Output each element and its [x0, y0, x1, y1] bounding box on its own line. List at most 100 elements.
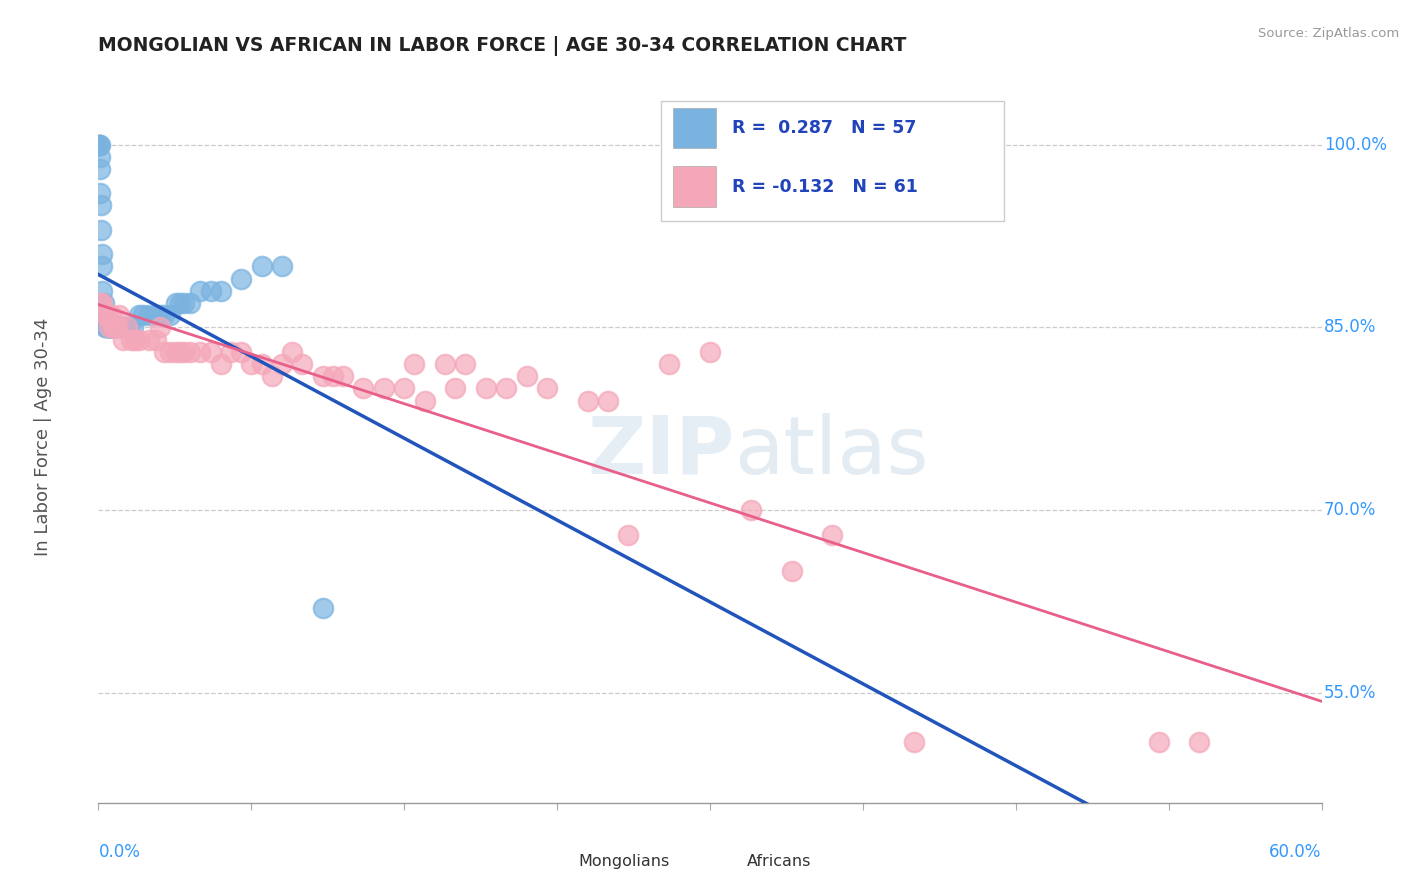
Point: [111, 333, 134, 347]
Point: [149, 308, 172, 322]
Text: ZIP: ZIP: [588, 413, 734, 491]
Point: [89, 161, 111, 176]
Point: [179, 344, 201, 359]
Point: [105, 320, 128, 334]
Point: [96, 308, 118, 322]
Point: [122, 320, 145, 334]
FancyBboxPatch shape: [707, 847, 738, 876]
Point: [250, 260, 273, 274]
Point: [104, 320, 127, 334]
Text: 70.0%: 70.0%: [1324, 501, 1376, 519]
Point: [821, 527, 844, 541]
Point: [173, 296, 195, 310]
Point: [200, 344, 222, 359]
Point: [250, 357, 273, 371]
Point: [96, 320, 118, 334]
Point: [89, 150, 111, 164]
Point: [352, 381, 374, 395]
Text: atlas: atlas: [734, 413, 929, 491]
Point: [145, 308, 167, 322]
Point: [138, 308, 160, 322]
Text: In Labor Force | Age 30-34: In Labor Force | Age 30-34: [34, 318, 52, 557]
Point: [93, 308, 115, 322]
Text: 100.0%: 100.0%: [1324, 136, 1388, 153]
Point: [93, 308, 115, 322]
Point: [91, 284, 114, 298]
Point: [434, 357, 457, 371]
Point: [128, 333, 150, 347]
Point: [100, 320, 122, 334]
FancyBboxPatch shape: [673, 167, 716, 207]
Point: [90, 198, 112, 212]
Point: [152, 308, 174, 322]
Point: [516, 369, 538, 384]
Point: [658, 357, 681, 371]
Point: [281, 344, 304, 359]
Point: [219, 344, 242, 359]
Point: [93, 308, 115, 322]
Point: [132, 308, 155, 322]
Point: [231, 344, 253, 359]
Point: [169, 344, 191, 359]
Point: [89, 137, 111, 152]
Point: [149, 320, 172, 334]
Point: [536, 381, 558, 395]
Text: 55.0%: 55.0%: [1324, 684, 1376, 702]
Point: [173, 344, 195, 359]
Point: [97, 320, 120, 334]
Point: [128, 308, 150, 322]
Point: [617, 527, 640, 541]
Point: [209, 284, 232, 298]
Point: [312, 369, 335, 384]
Point: [444, 381, 467, 395]
Point: [413, 393, 436, 408]
Point: [373, 381, 395, 395]
Point: [200, 284, 222, 298]
FancyBboxPatch shape: [673, 108, 716, 148]
Point: [97, 320, 120, 334]
Point: [332, 369, 354, 384]
Point: [322, 369, 344, 384]
Point: [100, 320, 122, 334]
Point: [159, 308, 181, 322]
Text: R =  0.287   N = 57: R = 0.287 N = 57: [733, 120, 917, 137]
FancyBboxPatch shape: [661, 101, 1004, 221]
Point: [89, 296, 111, 310]
Point: [97, 320, 120, 334]
Text: MONGOLIAN VS AFRICAN IN LABOR FORCE | AGE 30-34 CORRELATION CHART: MONGOLIAN VS AFRICAN IN LABOR FORCE | AG…: [98, 36, 907, 55]
Point: [101, 320, 124, 334]
Point: [179, 296, 201, 310]
Point: [576, 393, 599, 408]
Point: [188, 284, 212, 298]
Text: Source: ZipAtlas.com: Source: ZipAtlas.com: [1258, 27, 1399, 40]
Text: Africans: Africans: [747, 854, 811, 869]
Point: [598, 393, 620, 408]
Point: [454, 357, 477, 371]
Point: [1147, 735, 1170, 749]
Point: [312, 600, 335, 615]
Point: [100, 308, 122, 322]
Point: [93, 308, 115, 322]
Point: [152, 344, 174, 359]
Point: [93, 320, 115, 334]
Point: [231, 271, 253, 285]
Text: 0.0%: 0.0%: [98, 843, 141, 861]
Point: [89, 137, 111, 152]
Point: [740, 503, 762, 517]
Text: 85.0%: 85.0%: [1324, 318, 1376, 336]
Point: [165, 296, 187, 310]
Point: [120, 333, 142, 347]
FancyBboxPatch shape: [538, 847, 569, 876]
Point: [93, 308, 115, 322]
Text: R = -0.132   N = 61: R = -0.132 N = 61: [733, 178, 918, 196]
Point: [97, 320, 120, 334]
Point: [96, 320, 118, 334]
Point: [209, 357, 232, 371]
Point: [91, 247, 114, 261]
Point: [91, 296, 114, 310]
Point: [270, 357, 294, 371]
Point: [188, 344, 212, 359]
Point: [903, 735, 925, 749]
Point: [270, 260, 294, 274]
Point: [93, 296, 115, 310]
